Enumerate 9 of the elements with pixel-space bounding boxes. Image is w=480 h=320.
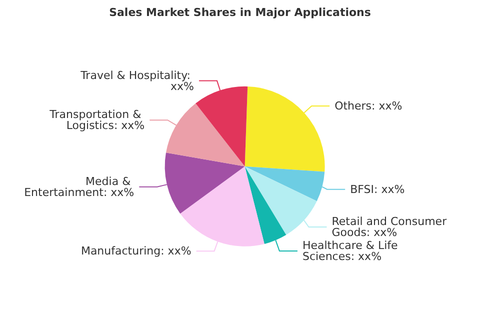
slice-label: Travel & Hospitality: xx% [80, 68, 194, 93]
slice-label: Others: xx% [334, 100, 402, 113]
slice-label: Transportation & Logistics: xx% [48, 108, 145, 132]
slice-label: Healthcare & Life Sciences: xx% [302, 238, 402, 263]
slice-label: Retail and Consumer Goods: xx% [332, 214, 450, 239]
slice-label: Manufacturing: xx% [80, 244, 192, 258]
slice-label: Media & Entertainment: xx% [24, 174, 134, 199]
slice-label: BFSI: xx% [350, 182, 405, 196]
chart-title: Sales Market Shares in Major Applications [109, 6, 372, 19]
